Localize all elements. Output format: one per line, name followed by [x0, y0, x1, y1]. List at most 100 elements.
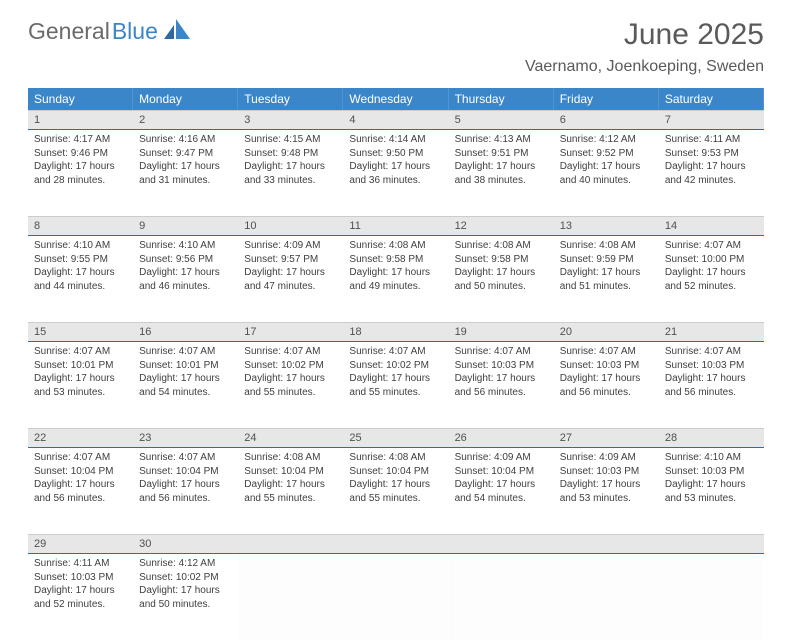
daylight-line: Daylight: 17 hours and 51 minutes.	[560, 266, 652, 293]
sunrise-line: Sunrise: 4:07 AM	[34, 345, 126, 359]
daylight-line: Daylight: 17 hours and 56 minutes.	[455, 372, 547, 399]
day-details: Sunrise: 4:07 AMSunset: 10:03 PMDaylight…	[449, 342, 553, 405]
week-number-row: 891011121314	[28, 216, 764, 236]
sunrise-line: Sunrise: 4:08 AM	[349, 451, 441, 465]
day-number-cell: 17	[238, 322, 343, 342]
weekday-header: Sunday	[28, 88, 133, 110]
weekday-header: Tuesday	[238, 88, 343, 110]
day-number: 7	[659, 111, 764, 129]
day-number: 4	[343, 111, 448, 129]
day-number-cell: 21	[659, 322, 764, 342]
sunset-line: Sunset: 9:47 PM	[139, 147, 231, 161]
day-number: 11	[343, 217, 448, 235]
day-number: 20	[554, 323, 659, 341]
day-number: 24	[238, 429, 343, 447]
day-cell: Sunrise: 4:07 AMSunset: 10:03 PMDaylight…	[554, 342, 659, 428]
daylight-line: Daylight: 17 hours and 53 minutes.	[665, 478, 757, 505]
title-block: June 2025 Vaernamo, Joenkoeping, Sweden	[525, 18, 764, 76]
sunset-line: Sunset: 9:48 PM	[244, 147, 336, 161]
day-cell: Sunrise: 4:12 AMSunset: 10:02 PMDaylight…	[133, 554, 238, 640]
daylight-line: Daylight: 17 hours and 52 minutes.	[34, 584, 126, 611]
weeks-container: 1234567Sunrise: 4:17 AMSunset: 9:46 PMDa…	[28, 110, 764, 640]
week-number-row: 1234567	[28, 110, 764, 130]
day-number-cell: 1	[28, 110, 133, 130]
daylight-line: Daylight: 17 hours and 55 minutes.	[244, 478, 336, 505]
day-details: Sunrise: 4:08 AMSunset: 9:59 PMDaylight:…	[554, 236, 658, 299]
day-number: 27	[554, 429, 659, 447]
sunset-line: Sunset: 10:02 PM	[349, 359, 441, 373]
day-number-cell: 12	[449, 216, 554, 236]
day-details: Sunrise: 4:12 AMSunset: 10:02 PMDaylight…	[133, 554, 237, 617]
sunset-line: Sunset: 10:03 PM	[665, 359, 757, 373]
day-number: 26	[449, 429, 554, 447]
day-number: 25	[343, 429, 448, 447]
day-number: 30	[133, 535, 238, 553]
day-number-cell	[343, 534, 448, 554]
sunset-line: Sunset: 10:01 PM	[34, 359, 126, 373]
daylight-line: Daylight: 17 hours and 47 minutes.	[244, 266, 336, 293]
weekday-header-row: Sunday Monday Tuesday Wednesday Thursday…	[28, 88, 764, 110]
daylight-line: Daylight: 17 hours and 50 minutes.	[455, 266, 547, 293]
day-cell: Sunrise: 4:17 AMSunset: 9:46 PMDaylight:…	[28, 130, 133, 216]
daylight-line: Daylight: 17 hours and 54 minutes.	[139, 372, 231, 399]
day-cell	[343, 554, 448, 640]
sunrise-line: Sunrise: 4:08 AM	[244, 451, 336, 465]
day-details: Sunrise: 4:07 AMSunset: 10:02 PMDaylight…	[343, 342, 447, 405]
day-number-cell: 18	[343, 322, 448, 342]
sunset-line: Sunset: 10:03 PM	[455, 359, 547, 373]
day-cell	[449, 554, 554, 640]
day-details: Sunrise: 4:15 AMSunset: 9:48 PMDaylight:…	[238, 130, 342, 193]
day-details: Sunrise: 4:09 AMSunset: 10:04 PMDaylight…	[449, 448, 553, 511]
sunset-line: Sunset: 9:57 PM	[244, 253, 336, 267]
day-number-cell: 6	[554, 110, 659, 130]
day-details: Sunrise: 4:07 AMSunset: 10:03 PMDaylight…	[659, 342, 763, 405]
sunrise-line: Sunrise: 4:14 AM	[349, 133, 441, 147]
day-number-cell	[449, 534, 554, 554]
day-details	[238, 554, 342, 563]
day-cell: Sunrise: 4:09 AMSunset: 10:03 PMDaylight…	[554, 448, 659, 534]
brand-part2: Blue	[112, 18, 158, 45]
day-cell	[554, 554, 659, 640]
day-cell: Sunrise: 4:07 AMSunset: 10:00 PMDaylight…	[659, 236, 764, 322]
day-number: 8	[28, 217, 133, 235]
sunset-line: Sunset: 10:04 PM	[34, 465, 126, 479]
daylight-line: Daylight: 17 hours and 38 minutes.	[455, 160, 547, 187]
sunset-line: Sunset: 9:50 PM	[349, 147, 441, 161]
sunset-line: Sunset: 10:00 PM	[665, 253, 757, 267]
sunrise-line: Sunrise: 4:12 AM	[560, 133, 652, 147]
day-number-cell	[238, 534, 343, 554]
day-cell: Sunrise: 4:07 AMSunset: 10:01 PMDaylight…	[133, 342, 238, 428]
sunrise-line: Sunrise: 4:09 AM	[455, 451, 547, 465]
day-number-cell: 7	[659, 110, 764, 130]
sunset-line: Sunset: 9:52 PM	[560, 147, 652, 161]
day-cell: Sunrise: 4:09 AMSunset: 9:57 PMDaylight:…	[238, 236, 343, 322]
daylight-line: Daylight: 17 hours and 56 minutes.	[665, 372, 757, 399]
day-details	[659, 554, 763, 563]
week-body-row: Sunrise: 4:17 AMSunset: 9:46 PMDaylight:…	[28, 130, 764, 216]
day-cell	[238, 554, 343, 640]
daylight-line: Daylight: 17 hours and 28 minutes.	[34, 160, 126, 187]
day-number-cell: 13	[554, 216, 659, 236]
day-cell: Sunrise: 4:16 AMSunset: 9:47 PMDaylight:…	[133, 130, 238, 216]
daylight-line: Daylight: 17 hours and 49 minutes.	[349, 266, 441, 293]
day-number: 12	[449, 217, 554, 235]
day-cell: Sunrise: 4:07 AMSunset: 10:03 PMDaylight…	[659, 342, 764, 428]
week-body-row: Sunrise: 4:07 AMSunset: 10:01 PMDaylight…	[28, 342, 764, 428]
day-number: 23	[133, 429, 238, 447]
day-details: Sunrise: 4:11 AMSunset: 9:53 PMDaylight:…	[659, 130, 763, 193]
weekday-header: Thursday	[449, 88, 554, 110]
day-number-cell: 30	[133, 534, 238, 554]
day-details: Sunrise: 4:17 AMSunset: 9:46 PMDaylight:…	[28, 130, 132, 193]
page-header: GeneralBlue June 2025 Vaernamo, Joenkoep…	[0, 0, 792, 80]
sunrise-line: Sunrise: 4:07 AM	[139, 345, 231, 359]
day-number: 10	[238, 217, 343, 235]
week-body-row: Sunrise: 4:10 AMSunset: 9:55 PMDaylight:…	[28, 236, 764, 322]
sunrise-line: Sunrise: 4:09 AM	[560, 451, 652, 465]
day-cell: Sunrise: 4:08 AMSunset: 10:04 PMDaylight…	[343, 448, 448, 534]
day-number	[659, 535, 764, 541]
day-number-cell	[659, 534, 764, 554]
day-details: Sunrise: 4:07 AMSunset: 10:00 PMDaylight…	[659, 236, 763, 299]
day-cell: Sunrise: 4:07 AMSunset: 10:02 PMDaylight…	[343, 342, 448, 428]
day-number-cell: 2	[133, 110, 238, 130]
week-body-row: Sunrise: 4:11 AMSunset: 10:03 PMDaylight…	[28, 554, 764, 640]
